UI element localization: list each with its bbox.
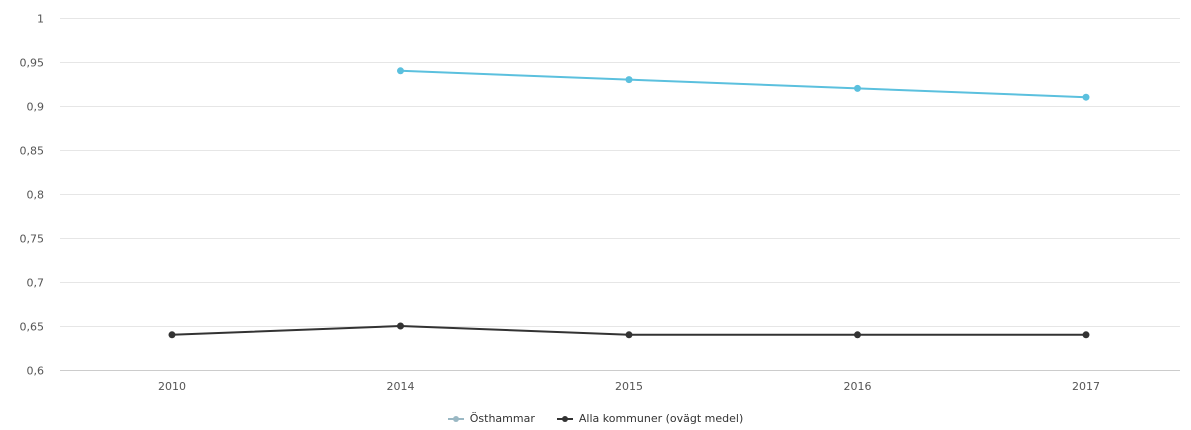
series-line (400, 69, 1087, 99)
data-point (1082, 93, 1090, 101)
x-tick-label: 2010 (158, 380, 186, 393)
y-tick-label: 0,9 (27, 101, 45, 114)
y-tick-label: 0,75 (20, 233, 45, 246)
x-tick-label: 2016 (844, 380, 872, 393)
legend-label-alla-kommuner: Alla kommuner (ovägt medel) (578, 412, 744, 425)
legend-marker-alla-kommuner (556, 414, 573, 424)
y-tick-label: 0,65 (20, 321, 45, 334)
x-tick-label: 2015 (615, 380, 643, 393)
data-point (854, 84, 861, 92)
legend-marker-osthammar (447, 414, 464, 424)
x-tick-label: 2017 (1072, 380, 1100, 393)
y-tick-label: 0,6 (27, 365, 45, 378)
y-tick-label: 0,7 (27, 277, 45, 290)
legend-item-osthammar[interactable]: Östhammar (447, 412, 535, 425)
data-point (397, 322, 404, 330)
data-point (854, 331, 861, 339)
y-tick-label: 0,8 (27, 189, 45, 202)
x-tick-label: 2014 (387, 380, 415, 393)
chart-legend: Östhammar Alla kommuner (ovägt medel) (0, 412, 1191, 425)
line-chart: 0,6 0,65 0,7 0,75 0,8 0,85 0,9 0,95 1 2010 2014 201… (20, 13, 1180, 393)
legend-label-osthammar: Östhammar (469, 412, 535, 425)
data-point (1082, 331, 1090, 339)
data-point (168, 331, 176, 339)
data-point (397, 67, 404, 75)
data-point (625, 76, 633, 84)
y-tick-label: 0,85 (20, 145, 45, 158)
y-tick-label: 1 (37, 13, 44, 26)
y-tick-label: 0,95 (20, 57, 45, 70)
data-point (625, 331, 633, 339)
legend-item-alla-kommuner[interactable]: Alla kommuner (ovägt medel) (556, 412, 744, 425)
